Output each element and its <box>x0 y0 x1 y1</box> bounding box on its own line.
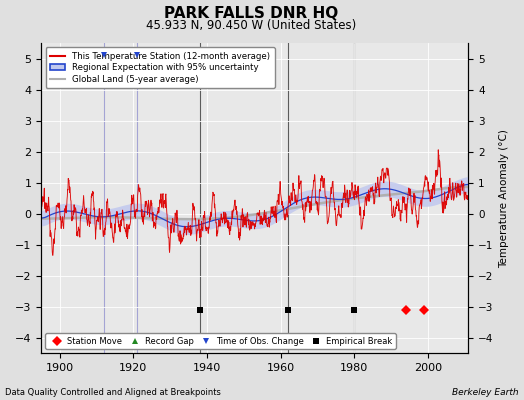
Text: Berkeley Earth: Berkeley Earth <box>452 388 519 397</box>
Legend: Station Move, Record Gap, Time of Obs. Change, Empirical Break: Station Move, Record Gap, Time of Obs. C… <box>46 334 396 349</box>
Text: Data Quality Controlled and Aligned at Breakpoints: Data Quality Controlled and Aligned at B… <box>5 388 221 397</box>
Y-axis label: Temperature Anomaly (°C): Temperature Anomaly (°C) <box>499 129 509 268</box>
Text: 45.933 N, 90.450 W (United States): 45.933 N, 90.450 W (United States) <box>146 19 357 32</box>
Text: PARK FALLS DNR HQ: PARK FALLS DNR HQ <box>165 6 339 21</box>
